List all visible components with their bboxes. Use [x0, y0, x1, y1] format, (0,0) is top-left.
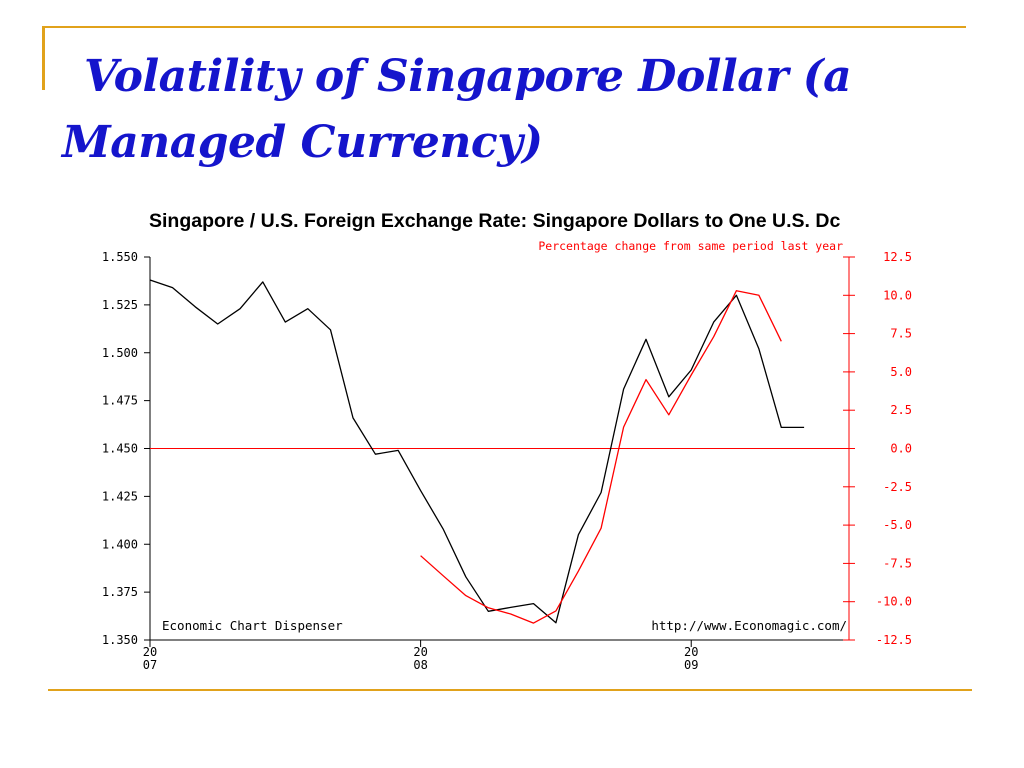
left-y-tick-label: 1.450 — [102, 442, 138, 456]
left-y-tick-label: 1.425 — [102, 489, 138, 503]
chart-footer-left: Economic Chart Dispenser — [162, 618, 343, 633]
x-tick-label-top: 20 — [143, 645, 157, 659]
x-tick-label-top: 20 — [413, 645, 427, 659]
chart-axes: 1.550 1.525 1.500 1.475 1.450 1.425 1.400 1.375… — [102, 250, 912, 672]
left-y-tick-label: 1.375 — [102, 585, 138, 599]
x-tick-label-bottom: 08 — [413, 658, 427, 672]
x-tick-label-bottom: 07 — [143, 658, 157, 672]
slide-bottom-rule — [48, 689, 972, 691]
left-y-tick-label: 1.525 — [102, 298, 138, 312]
left-y-tick-label: 1.400 — [102, 537, 138, 551]
x-tick-label-top: 20 — [684, 645, 698, 659]
chart-series — [149, 279, 805, 624]
chart-subtitle: Percentage change from same period last … — [538, 239, 843, 253]
right-y-tick-label: -12.5 — [876, 633, 912, 647]
right-y-tick-label: -7.5 — [883, 556, 912, 570]
chart-footer-right: http://www.Economagic.com/ — [651, 618, 847, 633]
right-y-tick-label: -2.5 — [883, 480, 912, 494]
left-y-tick-label: 1.350 — [102, 633, 138, 647]
right-y-tick-label: 10.0 — [883, 288, 912, 302]
left-y-tick-label: 1.550 — [102, 250, 138, 264]
slide-top-rule — [42, 26, 966, 28]
slide-left-accent — [42, 28, 45, 90]
exchange-rate-series-line — [149, 279, 805, 624]
right-y-tick-label: 7.5 — [890, 327, 912, 341]
chart-title: Singapore / U.S. Foreign Exchange Rate: … — [149, 210, 840, 232]
right-y-tick-label: 12.5 — [883, 250, 912, 264]
percent-change-series-line — [420, 290, 782, 624]
right-y-tick-label: -5.0 — [883, 518, 912, 532]
slide-title: Volatility of Singapore Dollar (a Manage… — [62, 44, 962, 176]
right-y-tick-label: 0.0 — [890, 442, 912, 456]
slide-title-line-1: Volatility of Singapore Dollar (a — [84, 51, 852, 102]
slide-title-line-2: Managed Currency) — [62, 117, 543, 168]
right-y-tick-label: 2.5 — [890, 403, 912, 417]
right-y-tick-label: -10.0 — [876, 595, 912, 609]
right-y-tick-label: 5.0 — [890, 365, 912, 379]
left-y-tick-label: 1.475 — [102, 394, 138, 408]
left-y-tick-label: 1.500 — [102, 346, 138, 360]
x-tick-label-bottom: 09 — [684, 658, 698, 672]
